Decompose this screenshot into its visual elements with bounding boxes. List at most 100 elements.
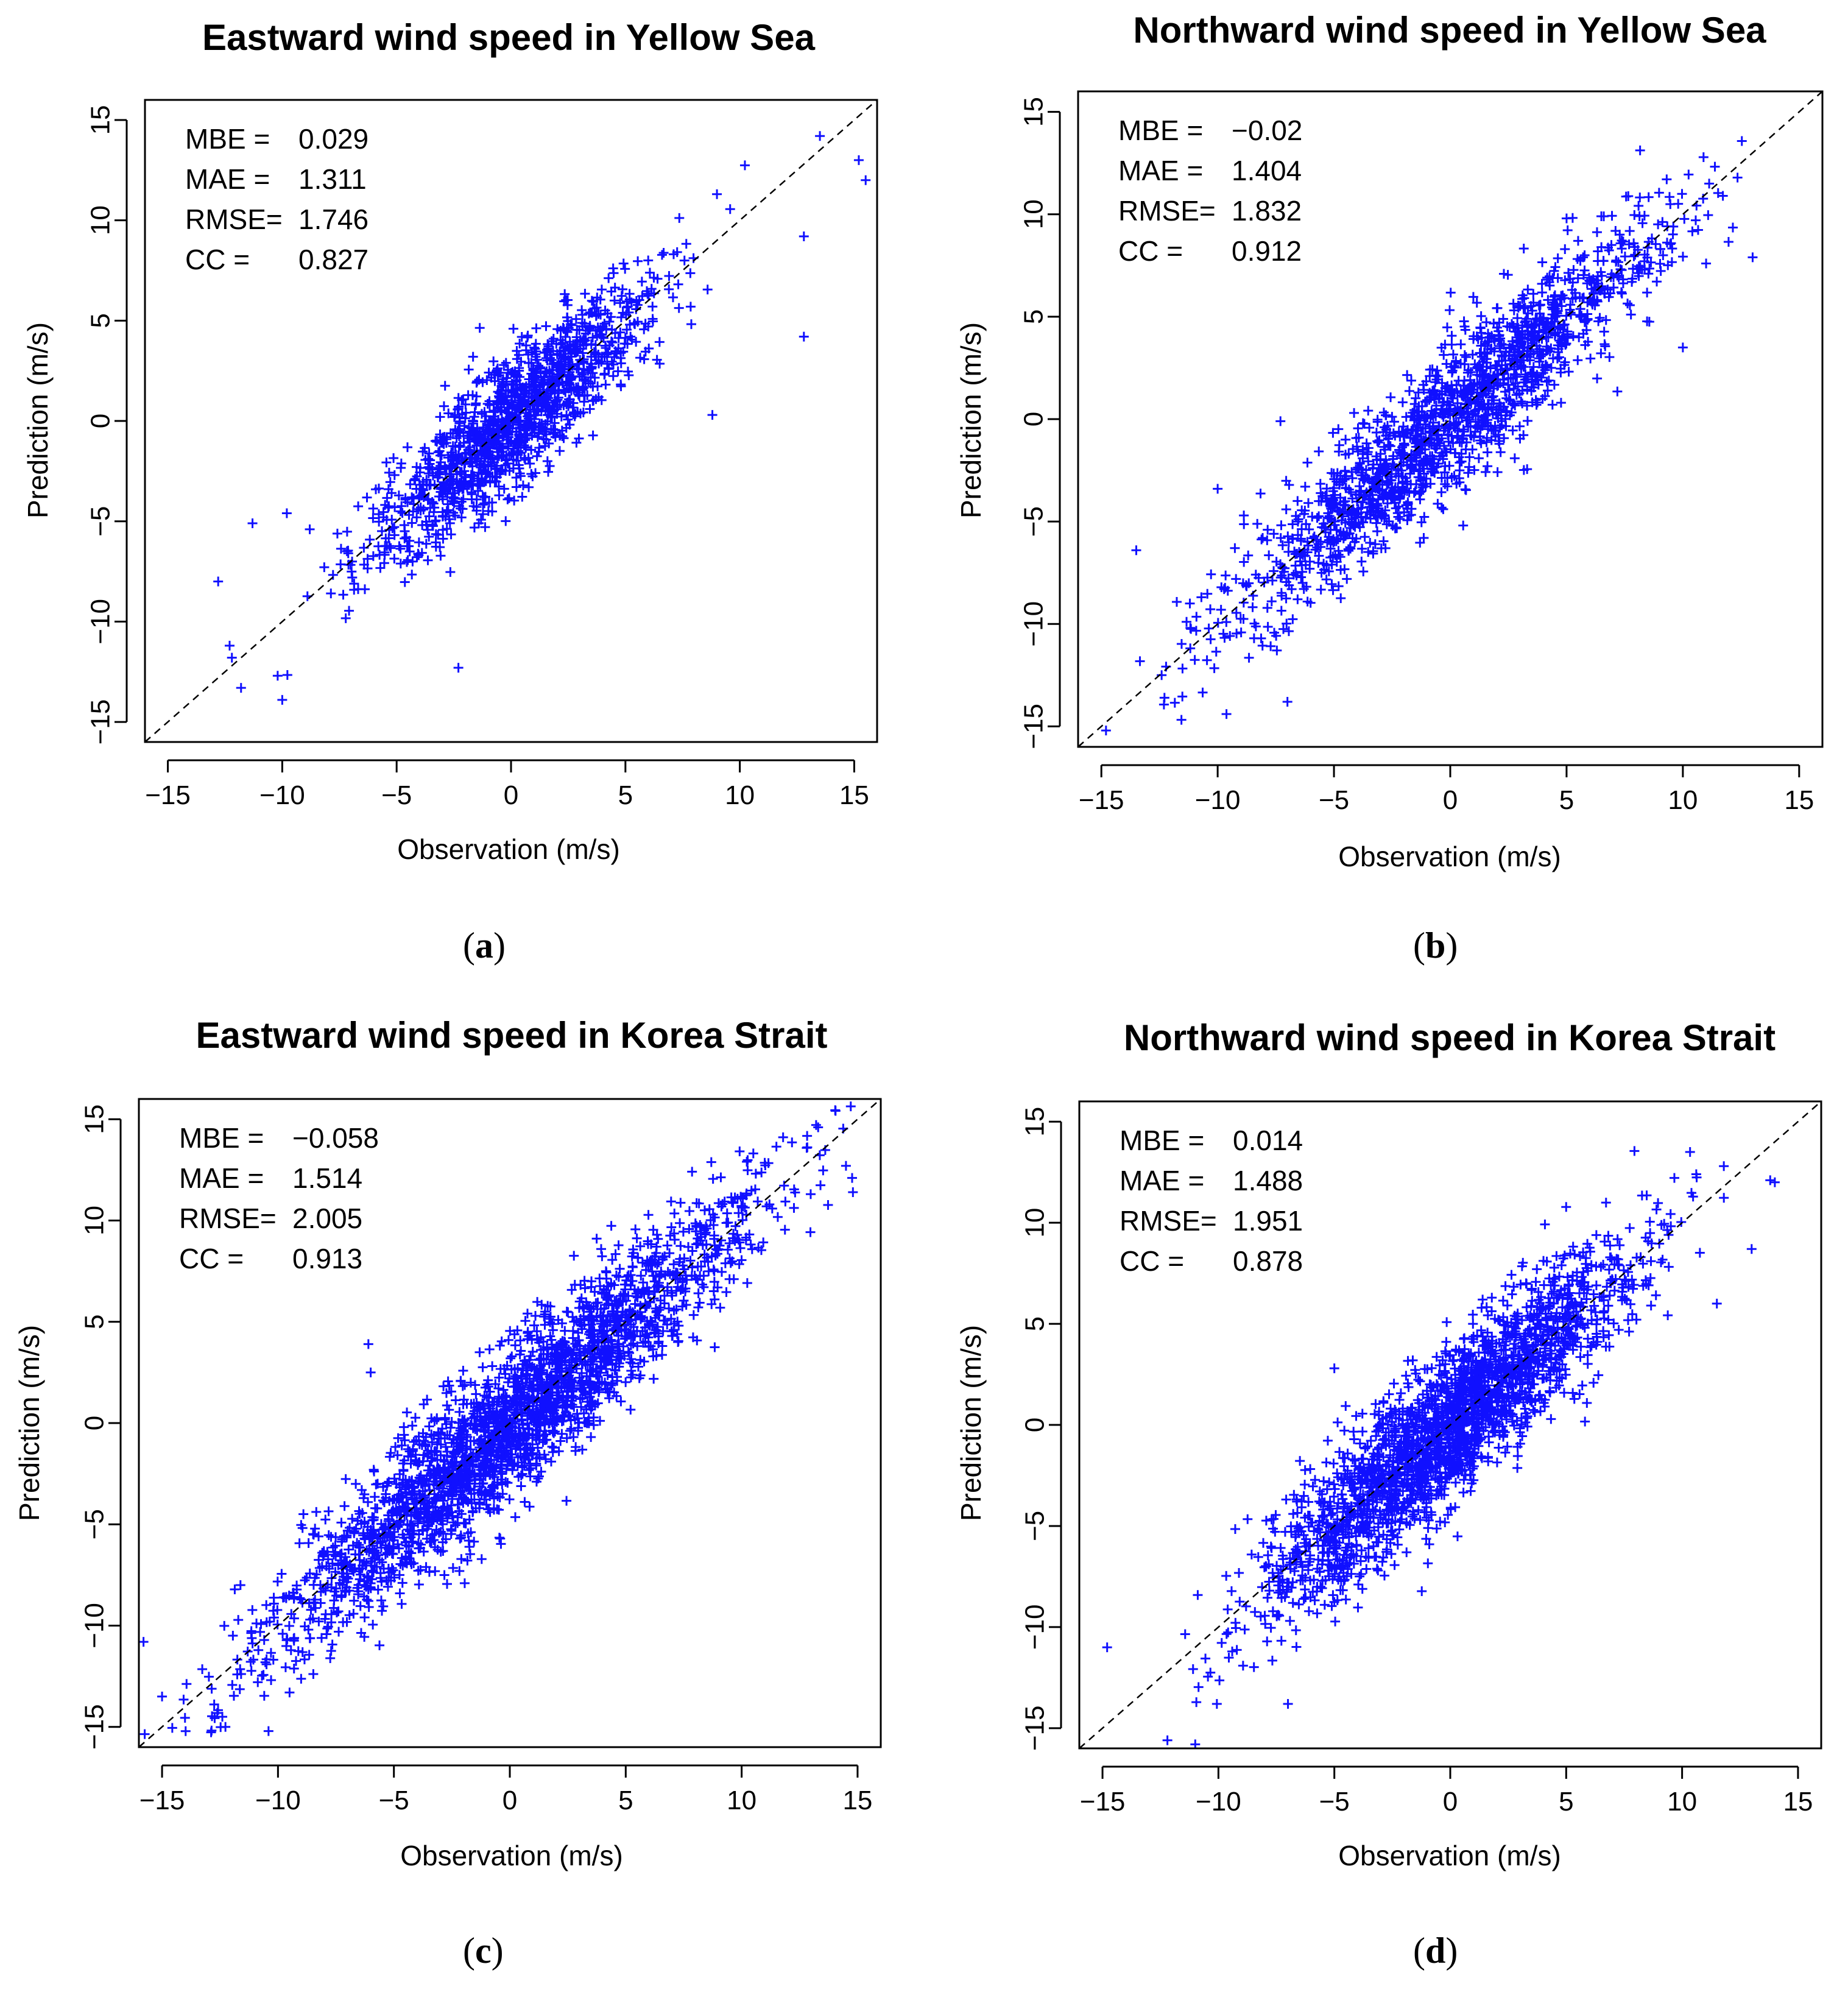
y-tick-label: 5	[86, 313, 116, 328]
x-tick-label: −15	[1079, 785, 1124, 815]
data-point	[725, 204, 735, 214]
data-point	[618, 258, 629, 269]
data-point	[563, 414, 573, 425]
data-point	[658, 248, 669, 258]
y-tick-label: −10	[86, 599, 116, 645]
x-tick-label: 5	[1559, 785, 1574, 815]
stat-name: RMSE=	[1118, 195, 1216, 227]
data-point	[494, 490, 504, 501]
panel-tag-open: (	[1413, 925, 1425, 966]
stat-value: 0.029	[298, 123, 369, 155]
panel-tag-close: )	[1445, 925, 1458, 966]
data-point	[362, 563, 373, 574]
data-point	[647, 302, 658, 312]
x-axis-label: Observation (m/s)	[1338, 841, 1561, 872]
data-point	[338, 590, 348, 600]
y-tick-label: 5	[1019, 309, 1049, 324]
y-tick-label: −15	[1019, 704, 1049, 749]
y-tick-label: −10	[1019, 601, 1049, 647]
data-point	[344, 606, 354, 616]
y-axis-label: Prediction (m/s)	[955, 322, 987, 518]
y-tick-label: 10	[86, 205, 116, 235]
data-point	[549, 418, 560, 428]
data-point	[469, 522, 479, 532]
x-tick-label: 0	[1443, 785, 1458, 815]
stat-name: MBE =	[1118, 115, 1203, 146]
data-point	[543, 467, 554, 477]
stat-name: MAE =	[185, 163, 270, 195]
data-point	[673, 279, 683, 289]
x-tick-label: −10	[1195, 785, 1241, 815]
data-point	[512, 456, 522, 466]
data-point	[643, 291, 654, 301]
data-point	[393, 490, 404, 501]
data-point	[640, 319, 651, 329]
stat-value: 1.311	[298, 163, 367, 195]
data-point	[604, 317, 615, 327]
data-point	[362, 554, 373, 564]
data-point	[622, 325, 632, 335]
data-point	[407, 518, 417, 528]
data-point	[438, 534, 448, 544]
y-tick-label: 15	[86, 105, 116, 135]
y-tick-label: −5	[1019, 506, 1049, 537]
data-point	[340, 613, 351, 623]
data-point	[478, 500, 488, 510]
panel-tag: (a)	[463, 925, 506, 966]
data-point	[342, 526, 352, 537]
x-tick-label: 10	[1668, 785, 1698, 815]
stat-name: RMSE=	[185, 203, 283, 235]
data-point	[524, 482, 534, 492]
data-point	[632, 300, 643, 310]
y-tick-label: −15	[86, 699, 116, 745]
data-point	[450, 510, 460, 521]
data-point	[608, 371, 618, 381]
data-point	[396, 458, 406, 468]
data-point	[588, 430, 598, 440]
y-tick-label: −5	[86, 506, 116, 537]
x-tick-label: 10	[725, 780, 755, 810]
stat-value: −0.02	[1232, 115, 1302, 146]
panel-tag-letter: b	[1425, 925, 1445, 966]
stat-value: 0.912	[1232, 235, 1302, 267]
data-point	[332, 528, 342, 539]
stat-name: MBE =	[185, 123, 270, 155]
data-point	[336, 543, 346, 554]
data-point	[424, 532, 434, 542]
data-point	[435, 412, 445, 422]
y-axis-label: Prediction (m/s)	[22, 322, 54, 518]
stat-name: CC =	[185, 244, 250, 275]
x-tick-label: −5	[381, 780, 412, 810]
data-point	[377, 526, 387, 536]
data-point	[456, 512, 467, 523]
y-tick-label: 10	[1019, 199, 1049, 229]
y-tick-label: 0	[86, 414, 116, 428]
panel-tag-letter: a	[475, 925, 493, 966]
chart-title: Eastward wind speed in Yellow Sea	[202, 17, 816, 58]
stat-value: 1.404	[1232, 155, 1302, 186]
stat-value: 1.746	[298, 203, 369, 235]
data-point	[468, 352, 478, 362]
x-axis-label: Observation (m/s)	[397, 833, 620, 865]
panel-tag: (b)	[1413, 925, 1458, 966]
stat-value: 0.827	[298, 244, 369, 275]
chart-title: Eastward wind speed in Korea Strait	[196, 1015, 828, 1056]
data-point	[643, 255, 654, 266]
data-point	[606, 312, 616, 322]
data-point	[685, 268, 696, 278]
x-tick-label: 5	[618, 780, 633, 810]
y-tick-label: 0	[1019, 412, 1049, 426]
x-tick-label: −10	[259, 780, 305, 810]
data-point	[501, 516, 511, 526]
data-point	[412, 512, 422, 523]
data-point	[443, 505, 453, 515]
data-point	[644, 267, 655, 278]
data-point	[443, 408, 454, 419]
panel-tag-open: (	[463, 925, 475, 966]
panel-tag-close: )	[493, 925, 506, 966]
data-point	[518, 480, 528, 490]
data-point	[414, 537, 424, 548]
data-point	[375, 563, 386, 573]
data-point	[389, 453, 399, 464]
